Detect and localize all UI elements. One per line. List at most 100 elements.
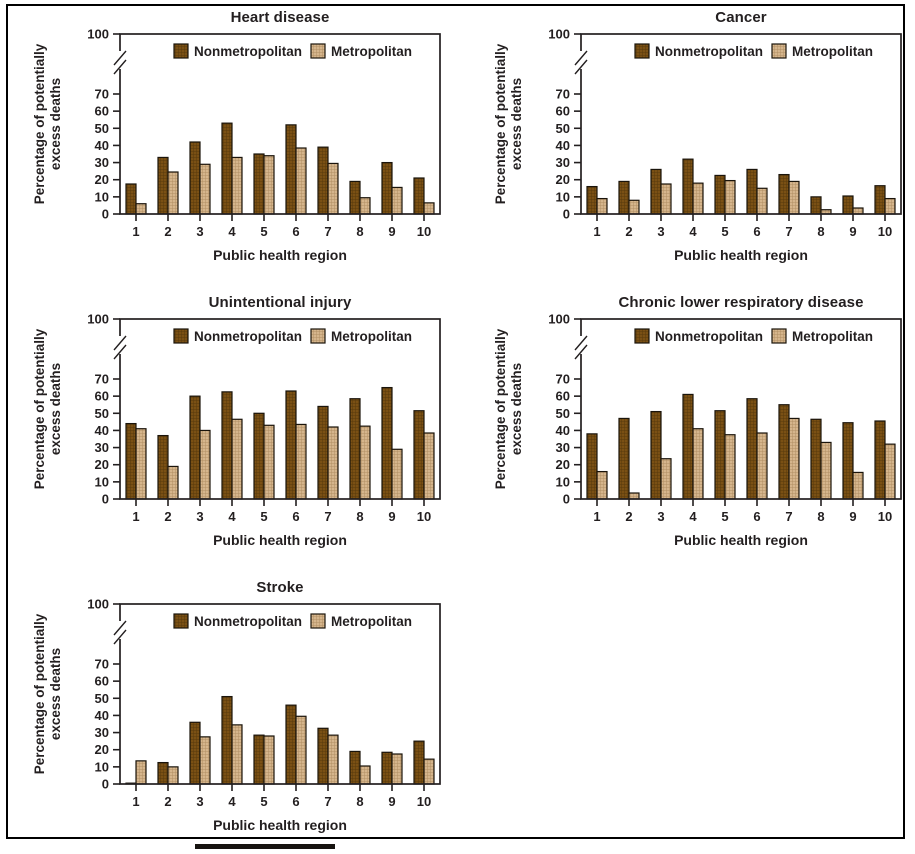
bar-nonmetropolitan-region-3 <box>189 395 201 500</box>
y-tick-label: 20 <box>95 172 109 187</box>
bar-nonmetropolitan-region-4 <box>221 122 233 215</box>
x-tick-label: 5 <box>721 509 728 524</box>
y-tick-label: 30 <box>95 725 109 740</box>
bar-nonmetropolitan-region-5 <box>253 153 265 215</box>
y-tick-label: 30 <box>556 440 570 455</box>
bar-nonmetropolitan-region-3 <box>650 410 662 500</box>
y-tick-label: 50 <box>556 121 570 136</box>
bar-metropolitan-region-10 <box>423 432 435 500</box>
y-tick-label: 70 <box>95 372 109 387</box>
y-tick-label: 70 <box>95 87 109 102</box>
legend-swatch-nonmetropolitan <box>634 328 650 344</box>
bar-nonmetropolitan-region-6 <box>285 390 297 500</box>
y-tick-label: 60 <box>95 389 109 404</box>
bar-metropolitan-region-5 <box>263 155 275 215</box>
x-tick-label: 3 <box>196 224 203 239</box>
clrd-plot: 0 10 20 30 40 50 60 70 100 1 2 3 4 5 6 7 8 9 10 Public heal… <box>493 312 902 548</box>
legend-label-metropolitan: Metropolitan <box>331 329 412 344</box>
bar-metropolitan-region-2 <box>167 766 179 785</box>
chart-unintentional-injury: 0 10 20 30 40 50 60 70 100 1 2 3 4 5 6 7 8 9 10 Public heal… <box>22 289 452 569</box>
chart-heart-disease: 0 10 20 30 40 50 60 70 100 1 2 3 4 5 6 7 8 9 10 Public heal… <box>22 4 452 284</box>
plot-frame <box>580 33 902 215</box>
x-tick-label: 7 <box>785 224 792 239</box>
x-tick-label: 6 <box>753 509 760 524</box>
unintentional-injury-plot: 0 10 20 30 40 50 60 70 100 1 2 3 4 5 6 7 8 9 10 Public heal… <box>32 312 441 548</box>
axis-break-icon <box>574 59 588 75</box>
bar-nonmetropolitan-region-7 <box>317 405 329 500</box>
bar-nonmetropolitan-region-9 <box>381 161 393 215</box>
bar-metropolitan-region-7 <box>327 162 339 215</box>
x-axis-title: Public health region <box>213 247 347 263</box>
chart-chronic-lower-respiratory-disease: 0 10 20 30 40 50 60 70 100 1 2 3 4 5 6 7 8 9 10 Public heal… <box>483 289 913 569</box>
bar-metropolitan-region-7 <box>327 734 339 785</box>
axis-break-icon <box>574 335 588 351</box>
y-tick-label: 10 <box>95 189 109 204</box>
legend-label-nonmetropolitan: Nonmetropolitan <box>194 614 302 629</box>
y-tick-label: 0 <box>563 207 570 222</box>
y-tick-label: 20 <box>95 742 109 757</box>
bar-metropolitan-region-8 <box>359 765 371 785</box>
bar-nonmetropolitan-region-1 <box>125 422 137 500</box>
bar-nonmetropolitan-region-6 <box>285 124 297 215</box>
bar-nonmetropolitan-region-1 <box>586 185 598 215</box>
chart-title: Heart disease <box>230 9 330 26</box>
bar-metropolitan-region-5 <box>724 434 736 500</box>
legend-label-nonmetropolitan: Nonmetropolitan <box>194 329 302 344</box>
plot-frame <box>119 33 441 215</box>
x-axis-title: Public health region <box>674 532 808 548</box>
x-tick-label: 7 <box>324 794 331 809</box>
bar-nonmetropolitan-region-8 <box>349 180 361 215</box>
x-tick-label: 4 <box>689 224 697 239</box>
x-tick-label: 2 <box>164 224 171 239</box>
bar-metropolitan-region-2 <box>167 465 179 500</box>
bar-metropolitan-region-8 <box>359 425 371 500</box>
x-tick-label: 5 <box>260 509 267 524</box>
bar-metropolitan-region-3 <box>199 429 211 500</box>
bar-nonmetropolitan-region-5 <box>714 410 726 500</box>
bar-nonmetropolitan-region-3 <box>189 721 201 785</box>
bar-nonmetropolitan-region-4 <box>221 391 233 500</box>
y-axis-title: Percentage of potentiallyexcess deaths <box>493 328 524 489</box>
bar-nonmetropolitan-region-7 <box>317 727 329 785</box>
plot-frame <box>580 318 902 500</box>
y-tick-label: 100 <box>548 312 570 327</box>
x-tick-label: 10 <box>878 224 892 239</box>
y-tick-label: 60 <box>95 104 109 119</box>
legend-label-metropolitan: Metropolitan <box>792 329 873 344</box>
x-tick-label: 1 <box>132 794 139 809</box>
y-tick-label: 40 <box>95 138 109 153</box>
x-tick-label: 8 <box>356 794 363 809</box>
y-tick-label: 10 <box>95 759 109 774</box>
axis-break-icon <box>113 629 127 645</box>
bar-nonmetropolitan-region-7 <box>778 404 790 500</box>
axis-break-icon <box>113 335 127 351</box>
bar-metropolitan-region-10 <box>423 202 435 215</box>
y-tick-label: 0 <box>102 492 109 507</box>
bar-metropolitan-region-6 <box>756 432 768 500</box>
y-tick-label: 100 <box>87 597 109 612</box>
x-tick-label: 2 <box>625 224 632 239</box>
bar-metropolitan-region-1 <box>135 428 147 500</box>
x-tick-label: 2 <box>164 509 171 524</box>
x-tick-label: 9 <box>849 509 856 524</box>
x-tick-label: 10 <box>417 509 431 524</box>
chart-title: Chronic lower respiratory disease <box>618 294 864 311</box>
bar-metropolitan-region-4 <box>692 428 704 500</box>
legend-label-metropolitan: Metropolitan <box>331 614 412 629</box>
x-tick-label: 4 <box>228 509 236 524</box>
bar-nonmetropolitan-region-4 <box>682 393 694 500</box>
y-tick-label: 10 <box>556 189 570 204</box>
bar-metropolitan-region-1 <box>135 760 147 785</box>
x-tick-label: 8 <box>817 509 824 524</box>
bar-metropolitan-region-5 <box>724 179 736 215</box>
bar-metropolitan-region-6 <box>295 423 307 500</box>
bar-metropolitan-region-5 <box>263 424 275 500</box>
y-tick-label: 20 <box>556 172 570 187</box>
legend-label-metropolitan: Metropolitan <box>792 44 873 59</box>
x-tick-label: 8 <box>356 509 363 524</box>
bar-metropolitan-region-2 <box>167 171 179 215</box>
bar-metropolitan-region-1 <box>596 470 608 500</box>
bar-metropolitan-region-3 <box>660 458 672 500</box>
bar-nonmetropolitan-region-2 <box>618 417 630 500</box>
x-tick-label: 5 <box>260 794 267 809</box>
